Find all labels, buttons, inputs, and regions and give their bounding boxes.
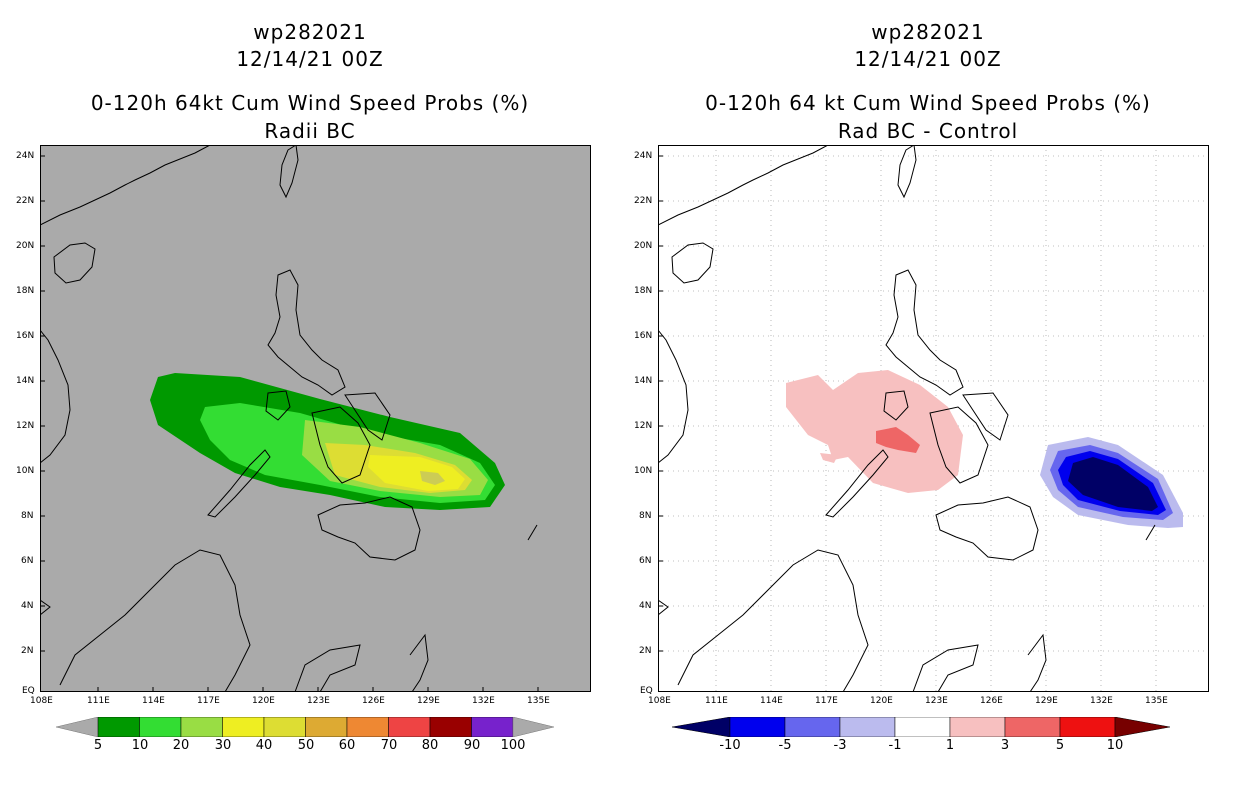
left-colorbar-label: 60 xyxy=(338,738,356,753)
right-lon-label: 132E xyxy=(1090,696,1113,706)
left-lat-label: 20N xyxy=(16,241,35,251)
left-lat-label: 24N xyxy=(16,151,35,161)
right-difference-field xyxy=(786,370,1183,528)
right-lat-label: 2N xyxy=(639,646,652,656)
right-lat-label: EQ xyxy=(640,686,653,696)
left-colorbar-label: 20 xyxy=(172,738,190,753)
right-colorbar-label: 3 xyxy=(1000,738,1010,753)
left-title-product: 0-120h 64kt Cum Wind Speed Probs (%) xyxy=(90,91,530,115)
right-lat-label: 16N xyxy=(634,331,653,341)
left-lon-label: 135E xyxy=(527,696,550,706)
left-colorbar-label: 70 xyxy=(380,738,398,753)
right-lon-label: 111E xyxy=(705,696,728,706)
right-lon-label: 108E xyxy=(648,696,671,706)
right-lon-label: 126E xyxy=(980,696,1003,706)
right-lon-label: 114E xyxy=(760,696,783,706)
left-map xyxy=(40,145,591,692)
left-lat-label: 16N xyxy=(16,331,35,341)
right-title-sub: Rad BC - Control xyxy=(837,119,1019,143)
left-lon-label: 129E xyxy=(417,696,440,706)
left-lat-label: 14N xyxy=(16,376,35,386)
left-colorbar-label: 10 xyxy=(131,738,149,753)
left-lat-label: 4N xyxy=(21,601,34,611)
left-colorbar-label: 5 xyxy=(93,738,103,753)
left-colorbar-label: 100 xyxy=(500,738,526,753)
left-colorbar-label: 80 xyxy=(421,738,439,753)
left-lon-label: 120E xyxy=(252,696,275,706)
right-lat-label: 22N xyxy=(634,196,653,206)
right-lat-label: 10N xyxy=(634,466,653,476)
left-lon-label: 117E xyxy=(197,696,220,706)
left-colorbar xyxy=(56,717,555,737)
right-title-storm: wp282021 xyxy=(871,20,985,44)
left-title-date: 12/14/21 00Z xyxy=(236,47,384,71)
right-colorbar-label: 5 xyxy=(1055,738,1065,753)
left-lat-label: 6N xyxy=(21,556,34,566)
right-lat-label: 24N xyxy=(634,151,653,161)
left-lat-label: 10N xyxy=(16,466,35,476)
right-title-product: 0-120h 64 kt Cum Wind Speed Probs (%) xyxy=(705,91,1151,115)
left-lat-label: 8N xyxy=(21,511,34,521)
right-lat-label: 14N xyxy=(634,376,653,386)
right-colorbar xyxy=(672,717,1171,737)
left-colorbar-label: 50 xyxy=(297,738,315,753)
right-lat-label: 4N xyxy=(639,601,652,611)
right-lon-label: 120E xyxy=(870,696,893,706)
left-title-sub: Radii BC xyxy=(264,119,356,143)
left-lat-label: EQ xyxy=(22,686,35,696)
right-colorbar-label: -3 xyxy=(833,738,847,753)
left-lon-label: 123E xyxy=(307,696,330,706)
right-map xyxy=(658,145,1209,692)
right-lat-label: 20N xyxy=(634,241,653,251)
right-colorbar-label: 10 xyxy=(1106,738,1124,753)
right-lat-label: 8N xyxy=(639,511,652,521)
left-colorbar-label: 30 xyxy=(214,738,232,753)
right-colorbar-label: -10 xyxy=(719,738,741,753)
right-lat-label: 12N xyxy=(634,421,653,431)
right-colorbar-label: -5 xyxy=(778,738,792,753)
right-lat-label: 18N xyxy=(634,286,653,296)
left-lat-label: 12N xyxy=(16,421,35,431)
left-lon-label: 126E xyxy=(362,696,385,706)
left-lon-label: 132E xyxy=(472,696,495,706)
left-lon-label: 108E xyxy=(30,696,53,706)
left-lat-label: 2N xyxy=(21,646,34,656)
right-lat-label: 6N xyxy=(639,556,652,566)
left-lon-label: 114E xyxy=(142,696,165,706)
right-title-date: 12/14/21 00Z xyxy=(854,47,1002,71)
right-lon-label: 117E xyxy=(815,696,838,706)
left-lon-label: 111E xyxy=(87,696,110,706)
right-colorbar-label: 1 xyxy=(945,738,955,753)
right-colorbar-label: -1 xyxy=(888,738,902,753)
left-probability-field xyxy=(150,373,505,510)
left-title-storm: wp282021 xyxy=(253,20,367,44)
left-lat-label: 22N xyxy=(16,196,35,206)
right-lon-label: 135E xyxy=(1145,696,1168,706)
right-lon-label: 123E xyxy=(925,696,948,706)
left-lat-label: 18N xyxy=(16,286,35,296)
left-colorbar-label: 40 xyxy=(255,738,273,753)
left-colorbar-label: 90 xyxy=(463,738,481,753)
right-lon-label: 129E xyxy=(1035,696,1058,706)
